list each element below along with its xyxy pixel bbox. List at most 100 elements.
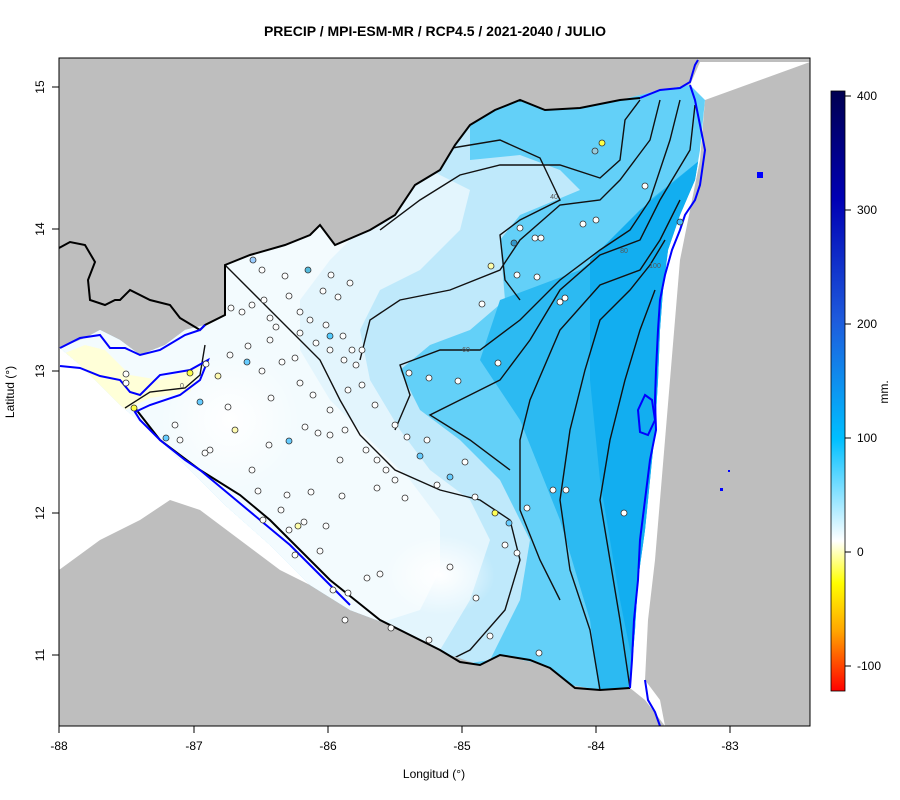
contour-lines	[124, 99, 696, 690]
x-axis-label: Longitud (°)	[403, 767, 465, 781]
station-marker	[454, 377, 462, 385]
station-marker	[391, 476, 399, 484]
y-tick-label: 14	[33, 222, 47, 236]
y-tick-label: 12	[33, 506, 47, 520]
station-marker	[513, 549, 521, 557]
y-tick-label: 15	[33, 80, 47, 94]
station-marker	[556, 298, 564, 306]
station-marker	[272, 323, 280, 331]
station-marker	[531, 234, 539, 242]
y-tick-label: 13	[33, 364, 47, 378]
station-marker	[316, 547, 324, 555]
station-marker	[535, 649, 543, 657]
station-marker	[401, 494, 409, 502]
x-tick-label: -86	[319, 739, 337, 753]
station-marker	[226, 351, 234, 359]
station-marker	[278, 358, 286, 366]
station-marker	[340, 356, 348, 364]
colorbar-unit-label: mm.	[877, 380, 891, 403]
station-marker	[283, 491, 291, 499]
station-marker	[446, 473, 454, 481]
station-marker	[344, 386, 352, 394]
y-tick-labels: 15 14 13 12 11	[33, 80, 47, 661]
station-marker	[391, 421, 399, 429]
station-marker	[267, 394, 275, 402]
station-marker	[348, 346, 356, 354]
station-marker	[334, 293, 342, 301]
station-marker	[296, 308, 304, 316]
station-marker	[265, 441, 273, 449]
station-marker	[249, 256, 257, 264]
station-marker	[186, 369, 194, 377]
station-marker	[358, 381, 366, 389]
station-marker	[176, 436, 184, 444]
station-marker	[259, 516, 267, 524]
station-marker	[487, 262, 495, 270]
station-marker	[533, 273, 541, 281]
station-marker	[254, 487, 262, 495]
islands	[720, 172, 763, 491]
station-marker	[258, 266, 266, 274]
station-marker	[403, 433, 411, 441]
station-marker	[202, 360, 210, 368]
colorbar-tick-label: 200	[857, 317, 877, 331]
colorbar-tick-label: 0	[857, 545, 864, 559]
contour-label: 80	[620, 248, 628, 255]
station-marker	[341, 426, 349, 434]
station-marker	[598, 139, 606, 147]
contour-label: 60	[462, 347, 470, 354]
station-marker	[296, 329, 304, 337]
station-marker	[227, 304, 235, 312]
station-marker	[373, 484, 381, 492]
x-tick-label: -88	[50, 739, 68, 753]
station-marker	[162, 434, 170, 442]
contour-label: 0	[180, 383, 184, 390]
station-marker	[494, 359, 502, 367]
station-marker	[329, 586, 337, 594]
station-marker	[537, 234, 545, 242]
y-axis	[52, 86, 59, 656]
station-marker	[510, 239, 518, 247]
station-marker	[301, 423, 309, 431]
station-marker	[309, 391, 317, 399]
station-marker	[676, 218, 684, 226]
contour-label: 40	[550, 194, 558, 201]
station-marker	[478, 300, 486, 308]
station-marker	[206, 446, 214, 454]
station-marker	[346, 279, 354, 287]
station-marker	[491, 509, 499, 517]
station-marker	[382, 466, 390, 474]
land-areas	[59, 58, 810, 726]
station-marker	[266, 336, 274, 344]
station-marker	[248, 301, 256, 309]
station-marker	[516, 224, 524, 232]
station-marker	[319, 287, 327, 295]
station-marker	[423, 436, 431, 444]
plot-frame	[58, 57, 811, 727]
x-tick-labels: -88 -87 -86 -85 -84 -83	[50, 739, 739, 753]
station-marker	[620, 509, 628, 517]
station-marker	[362, 446, 370, 454]
station-marker	[322, 522, 330, 530]
x-axis	[58, 726, 731, 733]
station-marker	[304, 266, 312, 274]
station-marker	[196, 398, 204, 406]
station-marker	[130, 404, 138, 412]
coastline	[59, 59, 707, 727]
y-axis-label: Latitud (°)	[3, 366, 17, 418]
station-marker	[122, 370, 130, 378]
x-tick-label: -83	[721, 739, 739, 753]
country-border	[58, 97, 641, 692]
colorbar-tick-label: 400	[857, 89, 877, 103]
station-marker	[214, 372, 222, 380]
station-marker	[326, 346, 334, 354]
chart-title: PRECIP / MPI-ESM-MR / RCP4.5 / 2021-2040…	[264, 23, 606, 39]
station-marker	[224, 403, 232, 411]
station-marker	[352, 361, 360, 369]
station-marker	[336, 456, 344, 464]
y-tick-label: 11	[33, 648, 47, 661]
station-marker	[266, 314, 274, 322]
station-marker	[122, 379, 130, 387]
station-marker	[291, 551, 299, 559]
